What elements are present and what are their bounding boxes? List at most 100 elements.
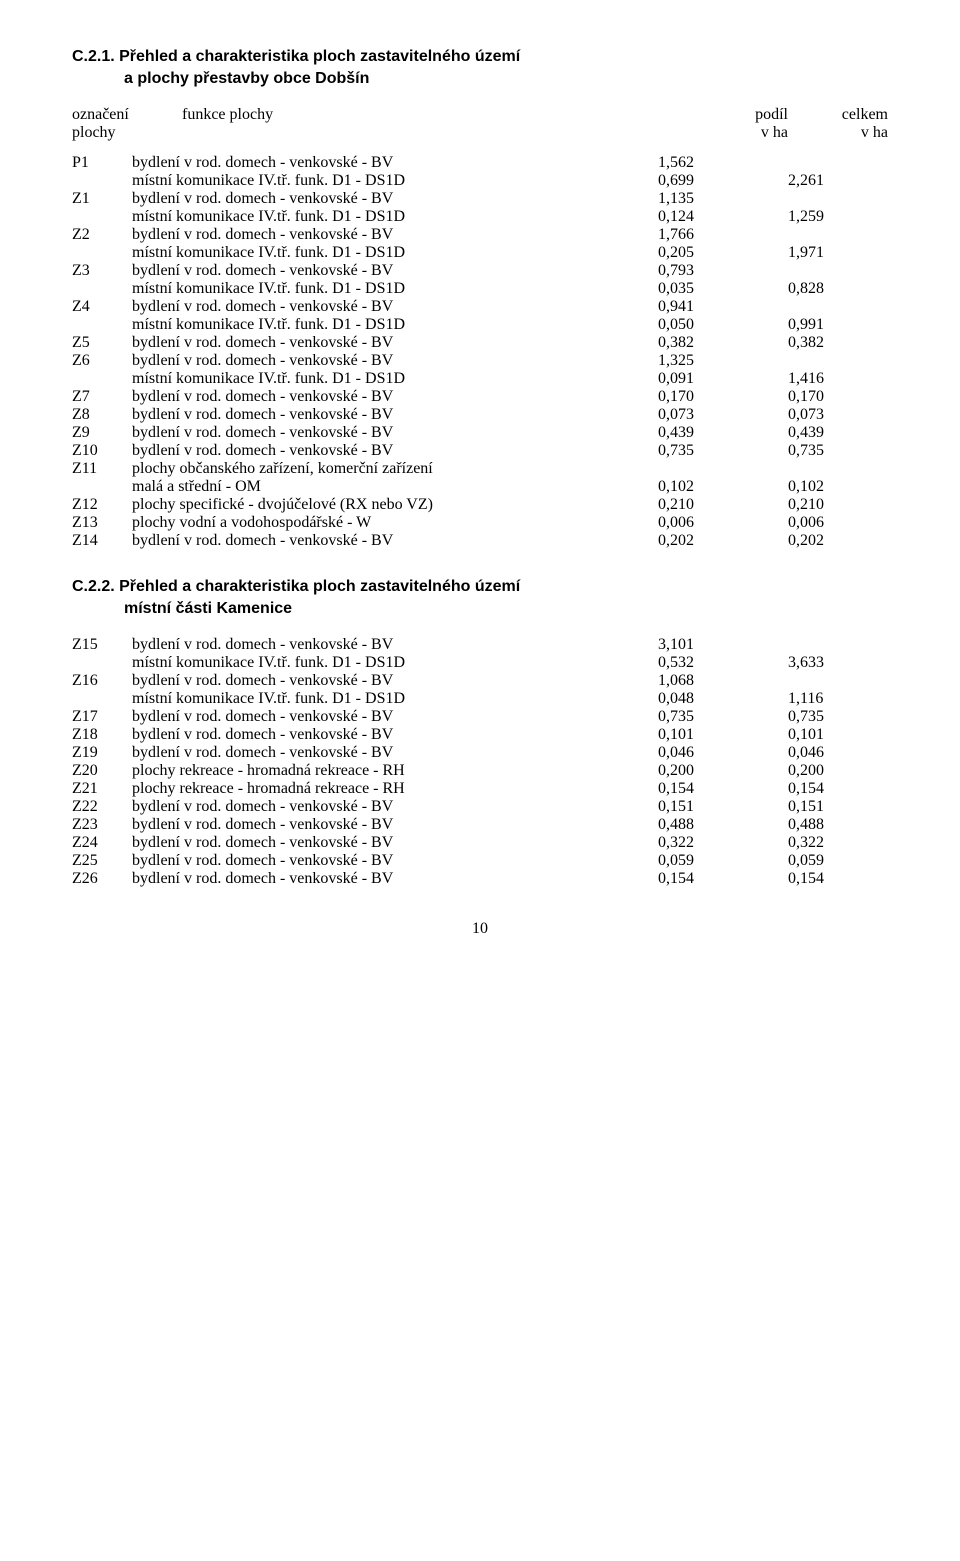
section-subtitle-2: místní části Kamenice (124, 600, 888, 618)
row-value-1: 0,046 (628, 744, 758, 762)
table-row: Z15bydlení v rod. domech - venkovské - B… (72, 636, 888, 654)
table-row: Z18bydlení v rod. domech - venkovské - B… (72, 726, 888, 744)
row-value-1: 0,488 (628, 816, 758, 834)
row-value-1: 0,322 (628, 834, 758, 852)
table-row: Z26bydlení v rod. domech - venkovské - B… (72, 870, 888, 888)
section-title-1: C.2.1. Přehled a charakteristika ploch z… (72, 48, 888, 66)
row-value-1: 0,699 (628, 172, 758, 190)
row-value-2: 0,059 (758, 852, 888, 870)
row-value-2: 0,488 (758, 816, 888, 834)
row-value-2: 1,116 (758, 690, 888, 708)
row-id: Z25 (72, 852, 132, 870)
row-value-1: 0,050 (628, 316, 758, 334)
row-id: Z26 (72, 870, 132, 888)
row-id: Z15 (72, 636, 132, 654)
row-value-2: 0,154 (758, 780, 888, 798)
row-text: místní komunikace IV.tř. funk. D1 - DS1D (132, 690, 628, 708)
row-text: plochy vodní a vodohospodářské - W (132, 514, 628, 532)
row-text: místní komunikace IV.tř. funk. D1 - DS1D (132, 370, 628, 388)
table-row: místní komunikace IV.tř. funk. D1 - DS1D… (72, 654, 888, 672)
row-value-2: 0,170 (758, 388, 888, 406)
table-row: P1bydlení v rod. domech - venkovské - BV… (72, 154, 888, 172)
table-row: Z11plochy občanského zařízení, komerční … (72, 460, 888, 478)
table-row: místní komunikace IV.tř. funk. D1 - DS1D… (72, 208, 888, 226)
row-value-1: 0,073 (628, 406, 758, 424)
row-value-1: 0,101 (628, 726, 758, 744)
row-text: bydlení v rod. domech - venkovské - BV (132, 424, 628, 442)
table-row: Z9bydlení v rod. domech - venkovské - BV… (72, 424, 888, 442)
row-value-2: 0,991 (758, 316, 888, 334)
table-row: Z6bydlení v rod. domech - venkovské - BV… (72, 352, 888, 370)
row-id: Z22 (72, 798, 132, 816)
table-row: Z7bydlení v rod. domech - venkovské - BV… (72, 388, 888, 406)
row-value-1: 1,766 (628, 226, 758, 244)
row-value-2: 0,828 (758, 280, 888, 298)
row-text: bydlení v rod. domech - venkovské - BV (132, 406, 628, 424)
row-text: bydlení v rod. domech - venkovské - BV (132, 744, 628, 762)
row-value-2: 0,154 (758, 870, 888, 888)
row-value-1: 1,068 (628, 672, 758, 690)
row-value-2: 0,102 (758, 478, 888, 496)
table-row: Z13plochy vodní a vodohospodářské - W0,0… (72, 514, 888, 532)
table-row: Z10bydlení v rod. domech - venkovské - B… (72, 442, 888, 460)
row-id: Z2 (72, 226, 132, 244)
row-value-1: 0,793 (628, 262, 758, 280)
table-row: místní komunikace IV.tř. funk. D1 - DS1D… (72, 172, 888, 190)
row-text: plochy rekreace - hromadná rekreace - RH (132, 762, 628, 780)
table-row: Z5bydlení v rod. domech - venkovské - BV… (72, 334, 888, 352)
row-value-2: 0,101 (758, 726, 888, 744)
table-row: malá a střední - OM0,1020,102 (72, 478, 888, 496)
row-value-1: 0,205 (628, 244, 758, 262)
table-row: Z25bydlení v rod. domech - venkovské - B… (72, 852, 888, 870)
col-header-oznaceni: označení (72, 106, 182, 124)
col-header-funkce: funkce plochy (182, 106, 688, 124)
row-value-2: 1,416 (758, 370, 888, 388)
row-value-2: 0,735 (758, 442, 888, 460)
col-header-vha2: v ha (788, 124, 888, 142)
row-value-1: 0,941 (628, 298, 758, 316)
row-id: Z13 (72, 514, 132, 532)
row-text: místní komunikace IV.tř. funk. D1 - DS1D (132, 316, 628, 334)
table-row: Z1bydlení v rod. domech - venkovské - BV… (72, 190, 888, 208)
row-value-2: 2,261 (758, 172, 888, 190)
row-text: bydlení v rod. domech - venkovské - BV (132, 870, 628, 888)
row-value-1: 0,200 (628, 762, 758, 780)
table-row: Z12plochy specifické - dvojúčelové (RX n… (72, 496, 888, 514)
table-row: Z20plochy rekreace - hromadná rekreace -… (72, 762, 888, 780)
section-c22: C.2.2. Přehled a charakteristika ploch z… (72, 578, 888, 888)
row-value-1: 0,170 (628, 388, 758, 406)
row-value-1: 0,735 (628, 442, 758, 460)
row-id: Z16 (72, 672, 132, 690)
row-value-2: 0,151 (758, 798, 888, 816)
row-value-1: 0,439 (628, 424, 758, 442)
row-id: Z11 (72, 460, 132, 478)
table-row: Z2bydlení v rod. domech - venkovské - BV… (72, 226, 888, 244)
section2-table: Z15bydlení v rod. domech - venkovské - B… (72, 636, 888, 888)
row-value-1: 0,006 (628, 514, 758, 532)
table-row: Z16bydlení v rod. domech - venkovské - B… (72, 672, 888, 690)
row-value-2: 0,046 (758, 744, 888, 762)
table-row: místní komunikace IV.tř. funk. D1 - DS1D… (72, 316, 888, 334)
table-row: Z23bydlení v rod. domech - venkovské - B… (72, 816, 888, 834)
row-value-1: 0,154 (628, 780, 758, 798)
row-id: Z23 (72, 816, 132, 834)
row-text: místní komunikace IV.tř. funk. D1 - DS1D (132, 654, 628, 672)
row-text: bydlení v rod. domech - venkovské - BV (132, 636, 628, 654)
section-subtitle-1: a plochy přestavby obce Dobšín (124, 70, 888, 88)
row-text: bydlení v rod. domech - venkovské - BV (132, 532, 628, 550)
row-text: bydlení v rod. domech - venkovské - BV (132, 298, 628, 316)
table-row: místní komunikace IV.tř. funk. D1 - DS1D… (72, 370, 888, 388)
row-text: bydlení v rod. domech - venkovské - BV (132, 190, 628, 208)
col-header-plochy: plochy (72, 124, 182, 142)
row-value-2: 0,006 (758, 514, 888, 532)
row-value-2: 0,735 (758, 708, 888, 726)
table-row: Z17bydlení v rod. domech - venkovské - B… (72, 708, 888, 726)
section-title-2: C.2.2. Přehled a charakteristika ploch z… (72, 578, 888, 596)
row-value-2: 1,971 (758, 244, 888, 262)
row-id: Z9 (72, 424, 132, 442)
row-value-1: 0,048 (628, 690, 758, 708)
row-value-2: 0,202 (758, 532, 888, 550)
table-row: místní komunikace IV.tř. funk. D1 - DS1D… (72, 690, 888, 708)
table-row: Z19bydlení v rod. domech - venkovské - B… (72, 744, 888, 762)
row-value-1: 0,035 (628, 280, 758, 298)
